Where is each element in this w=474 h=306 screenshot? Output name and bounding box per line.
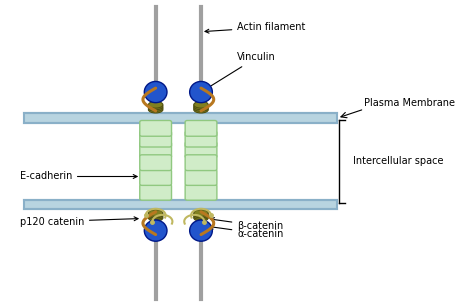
- Text: p120 catenin: p120 catenin: [19, 217, 138, 226]
- Ellipse shape: [190, 220, 212, 241]
- Ellipse shape: [144, 81, 167, 103]
- Text: Vinculin: Vinculin: [204, 53, 276, 90]
- Bar: [24, 200, 337, 209]
- FancyBboxPatch shape: [185, 131, 217, 147]
- FancyBboxPatch shape: [140, 155, 172, 170]
- Ellipse shape: [194, 102, 208, 108]
- FancyBboxPatch shape: [140, 170, 172, 185]
- Ellipse shape: [190, 81, 212, 103]
- FancyBboxPatch shape: [140, 131, 172, 147]
- FancyBboxPatch shape: [185, 142, 217, 158]
- Ellipse shape: [148, 211, 163, 218]
- Ellipse shape: [148, 103, 163, 110]
- Ellipse shape: [148, 105, 163, 111]
- FancyBboxPatch shape: [140, 142, 172, 158]
- Text: Actin filament: Actin filament: [205, 22, 306, 33]
- Ellipse shape: [194, 213, 208, 220]
- Ellipse shape: [194, 215, 208, 221]
- Text: E-cadherin: E-cadherin: [19, 171, 137, 181]
- FancyBboxPatch shape: [185, 121, 217, 136]
- Ellipse shape: [148, 215, 163, 221]
- Ellipse shape: [194, 105, 208, 111]
- Text: β-catenin: β-catenin: [210, 218, 283, 231]
- Ellipse shape: [144, 220, 167, 241]
- FancyBboxPatch shape: [185, 155, 217, 170]
- FancyBboxPatch shape: [185, 170, 217, 185]
- Ellipse shape: [194, 210, 208, 216]
- FancyBboxPatch shape: [140, 185, 172, 200]
- Ellipse shape: [194, 211, 208, 218]
- FancyBboxPatch shape: [140, 121, 172, 136]
- Ellipse shape: [194, 103, 208, 110]
- Text: Plasma Membrane: Plasma Membrane: [365, 98, 456, 107]
- Ellipse shape: [194, 106, 208, 113]
- Ellipse shape: [148, 210, 163, 216]
- Ellipse shape: [148, 213, 163, 220]
- Text: Intercellular space: Intercellular space: [353, 156, 444, 166]
- Ellipse shape: [148, 102, 163, 108]
- FancyBboxPatch shape: [185, 185, 217, 200]
- Bar: [24, 113, 337, 123]
- Text: α-catenin: α-catenin: [210, 225, 283, 239]
- Ellipse shape: [148, 106, 163, 113]
